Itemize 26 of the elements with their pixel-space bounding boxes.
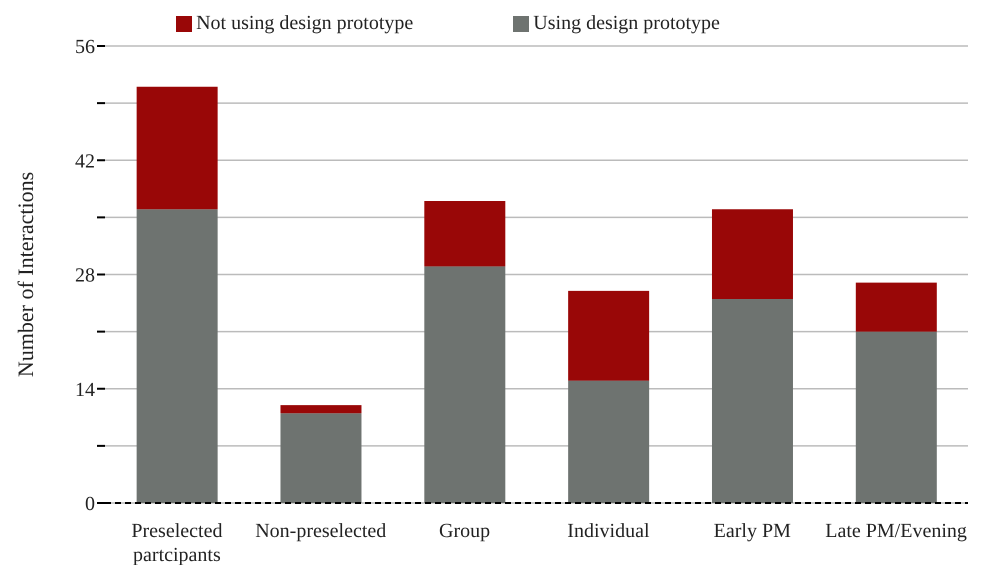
bar bbox=[424, 266, 506, 503]
y-tick-label: 28 bbox=[75, 264, 95, 287]
y-tick-label: 56 bbox=[75, 36, 95, 58]
x-tick-label: Non-preselected bbox=[255, 520, 386, 542]
bar bbox=[856, 332, 937, 503]
bar bbox=[712, 298, 793, 503]
x-tick-label: Early PM bbox=[714, 520, 792, 542]
bar bbox=[568, 290, 650, 381]
y-tick-label: 42 bbox=[75, 150, 95, 172]
legend-label: Using design prototype bbox=[533, 12, 720, 34]
y-tick-label: 14 bbox=[75, 378, 95, 401]
bar bbox=[424, 201, 506, 266]
y-axis-title: Number of Interactions bbox=[12, 172, 38, 378]
bar bbox=[136, 209, 218, 503]
bar bbox=[568, 380, 650, 503]
bar bbox=[280, 405, 362, 414]
x-tick-label: Individual bbox=[567, 520, 650, 542]
y-tick-label: 0 bbox=[85, 493, 95, 516]
bar bbox=[712, 209, 793, 299]
x-tick-label: Preselected partcipants bbox=[131, 520, 222, 566]
bar bbox=[280, 413, 362, 503]
bar bbox=[136, 86, 218, 210]
x-tick-label: Late PM/Evening bbox=[825, 520, 967, 542]
x-tick-label: Group bbox=[439, 520, 490, 542]
bar bbox=[856, 282, 937, 332]
legend-label: Not using design prototype bbox=[196, 12, 414, 34]
